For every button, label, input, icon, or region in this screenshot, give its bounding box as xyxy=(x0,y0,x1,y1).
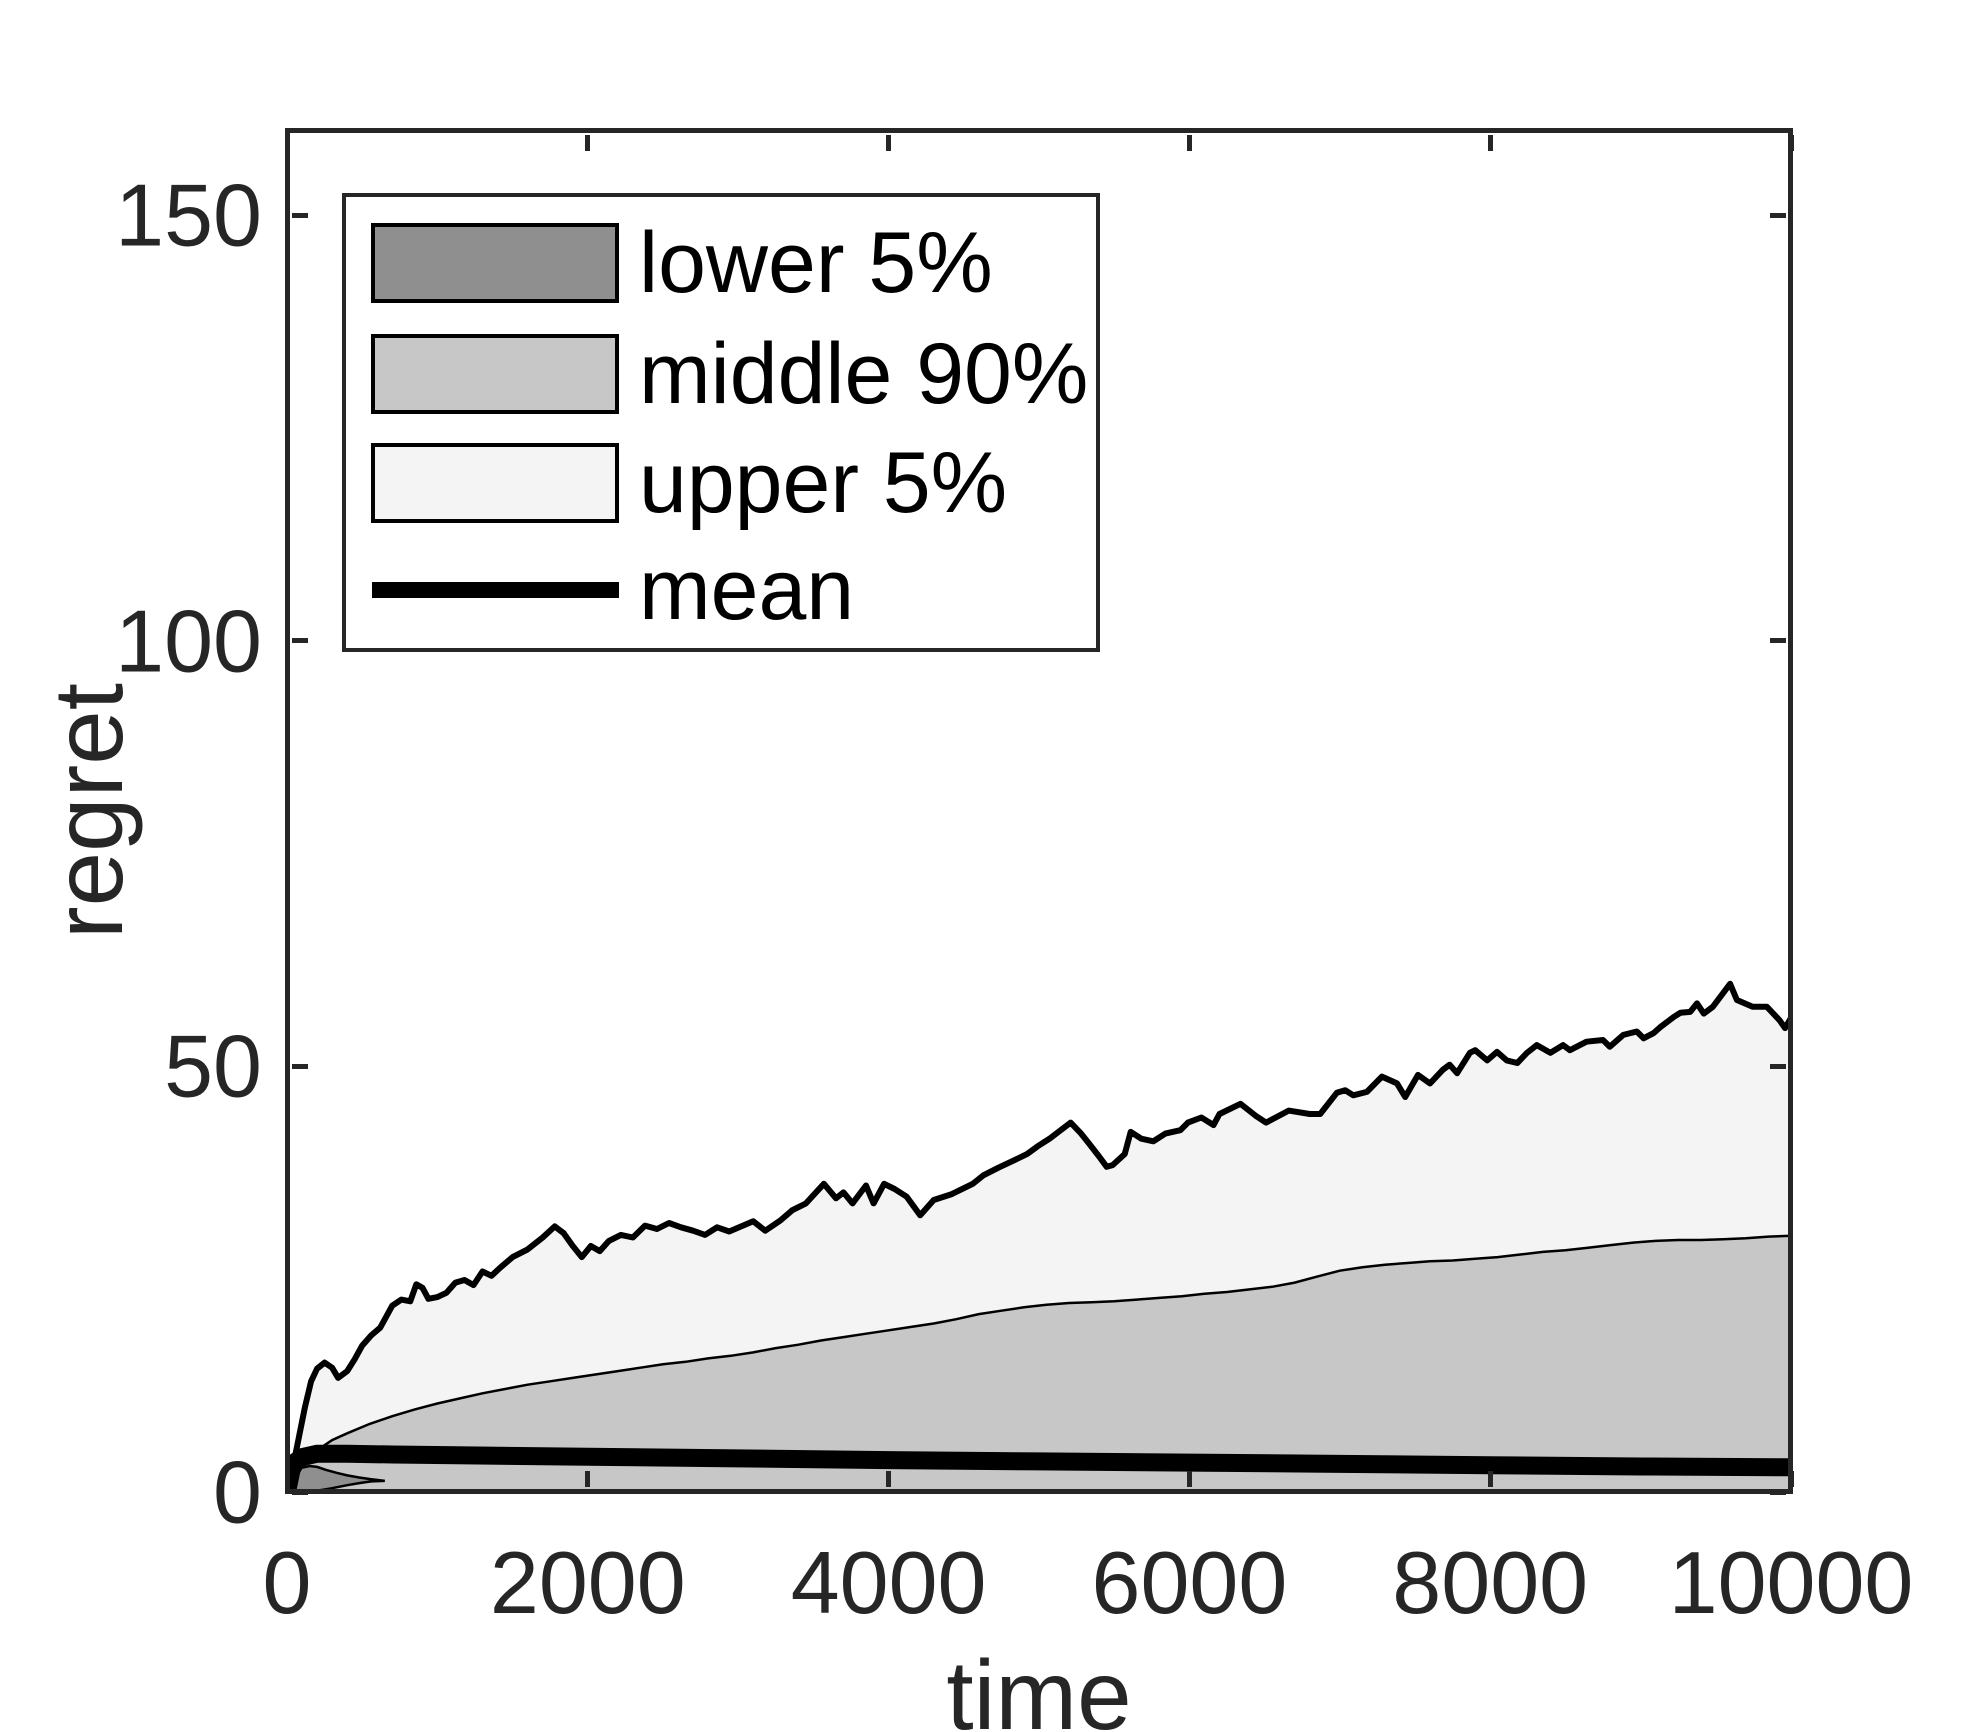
tick-mark xyxy=(1770,212,1786,218)
upper-5-band xyxy=(287,983,1791,1492)
x-tick-label: 2000 xyxy=(489,1533,686,1632)
legend-swatch-middle-90- xyxy=(371,334,619,414)
x-tick-label: 10000 xyxy=(1668,1533,1914,1632)
y-axis-label: regret xyxy=(33,682,143,940)
tick-mark xyxy=(1770,1489,1786,1495)
x-axis-label: time xyxy=(946,1640,1132,1732)
tick-mark xyxy=(1487,135,1493,151)
y-tick-label: 150 xyxy=(115,165,262,265)
tick-mark xyxy=(886,1471,892,1487)
tick-mark xyxy=(1770,638,1786,644)
legend: lower 5% middle 90% upper 5% mean xyxy=(342,193,1100,652)
y-tick-label: 50 xyxy=(164,1016,262,1116)
tick-mark xyxy=(292,1489,308,1495)
tick-mark xyxy=(886,135,892,151)
tick-mark xyxy=(1186,135,1192,151)
tick-mark xyxy=(585,1471,591,1487)
tick-mark xyxy=(292,638,308,644)
x-tick-label: 6000 xyxy=(1091,1533,1288,1632)
plot-area xyxy=(287,980,1791,1492)
legend-swatch-lower-5- xyxy=(371,223,619,303)
legend-label: middle 90% xyxy=(639,326,1089,422)
legend-label: upper 5% xyxy=(639,435,1008,531)
x-tick-label: 8000 xyxy=(1392,1533,1589,1632)
mean-line xyxy=(287,1444,1791,1492)
tick-mark xyxy=(1788,1471,1794,1487)
x-tick-label: 0 xyxy=(262,1533,312,1632)
tick-mark xyxy=(1186,1471,1192,1487)
tick-mark xyxy=(1788,135,1794,151)
tick-mark xyxy=(1770,1063,1786,1069)
max-boundary-line xyxy=(287,980,1791,1492)
legend-swatch-upper-5- xyxy=(371,443,619,523)
y-tick-label: 0 xyxy=(213,1442,262,1542)
tick-mark xyxy=(1487,1471,1493,1487)
p95-boundary-line xyxy=(287,1234,1791,1492)
middle-90-band xyxy=(287,1235,1791,1492)
legend-label: lower 5% xyxy=(639,215,993,311)
tick-mark xyxy=(292,212,308,218)
tick-mark xyxy=(284,1471,290,1487)
tick-mark xyxy=(284,135,290,151)
x-tick-label: 4000 xyxy=(790,1533,987,1632)
tick-mark xyxy=(585,135,591,151)
legend-label: mean xyxy=(639,542,855,638)
tick-mark xyxy=(292,1063,308,1069)
legend-mean-line-sample xyxy=(372,582,619,598)
y-tick-label: 100 xyxy=(115,591,262,691)
